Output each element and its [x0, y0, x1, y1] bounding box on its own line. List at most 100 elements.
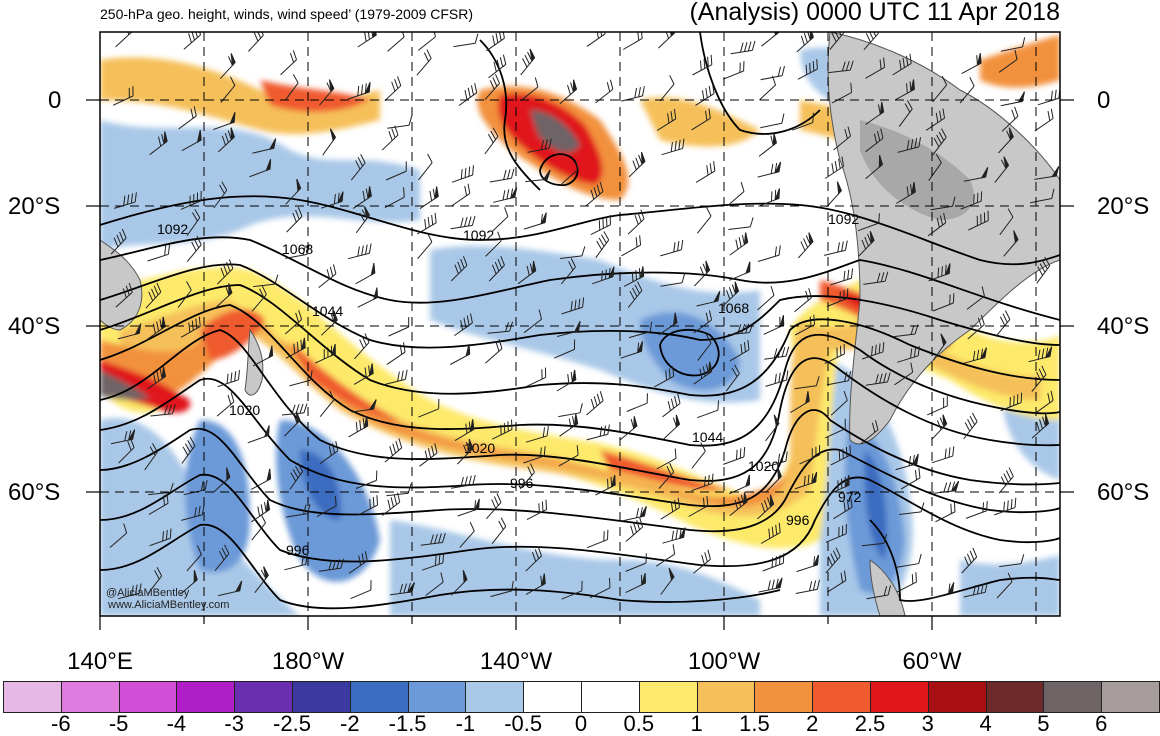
wind-barb	[625, 517, 644, 542]
wind-barb	[453, 33, 479, 48]
wind-barb	[112, 86, 134, 106]
wind-barb	[523, 212, 547, 230]
wind-barb	[691, 442, 706, 469]
wind-barb	[897, 137, 922, 153]
wind-barb	[450, 344, 471, 365]
wind-barb	[523, 309, 542, 334]
wind-barb	[661, 138, 685, 156]
wind-barb	[625, 573, 646, 594]
wind-barb	[354, 333, 370, 360]
wind-barb	[485, 231, 502, 257]
wind-barb	[586, 424, 610, 441]
wind-barb	[253, 274, 279, 288]
valid-time-title: (Analysis) 0000 UTC 11 Apr 2018	[689, 0, 1060, 26]
wind-barb	[897, 345, 920, 363]
wind-barb	[113, 192, 137, 209]
wind-barb	[794, 288, 812, 313]
wind-barb	[794, 376, 820, 390]
wind-barb	[729, 339, 750, 362]
wind-barb	[355, 206, 370, 234]
wind-barb	[660, 273, 686, 287]
lon-label: 140°E	[67, 648, 133, 675]
colorbar-swatch	[176, 681, 236, 713]
wind-barb	[417, 32, 437, 51]
height-contours	[100, 32, 1060, 610]
australia-landmass	[100, 239, 143, 331]
wind-barb	[896, 553, 922, 568]
wind-barb	[758, 188, 780, 207]
wind-barb	[351, 399, 377, 413]
wind-barb	[826, 371, 852, 386]
wind-barb	[865, 57, 886, 79]
wind-barb	[219, 53, 236, 80]
wind-barb	[857, 213, 880, 232]
wind-barb	[386, 342, 406, 365]
wind-barb	[998, 467, 1014, 494]
wind-barb	[180, 316, 201, 338]
wind-barb	[765, 467, 782, 493]
wind-barb	[586, 391, 604, 416]
wind-barb	[556, 369, 577, 392]
wind-barb	[765, 414, 780, 442]
contour-label: 1092	[828, 211, 859, 227]
wind-barb	[357, 495, 378, 516]
wind-barb	[520, 77, 539, 102]
wind-barb	[144, 443, 158, 471]
wind-barb	[696, 291, 721, 307]
wind-barb	[796, 554, 819, 573]
wind-barb	[757, 494, 775, 520]
wind-barb	[764, 346, 790, 360]
wind-barb	[695, 83, 715, 106]
wind-barb	[829, 32, 845, 50]
wind-barb	[691, 108, 711, 131]
wind-barb	[488, 54, 507, 79]
colorbar-swatch	[407, 681, 467, 713]
contour-label: 1044	[312, 303, 343, 319]
wind-barb	[729, 261, 751, 281]
wind-barb	[723, 447, 746, 465]
wind-barb	[622, 506, 647, 522]
wind-barb	[960, 191, 983, 210]
wind-barb	[420, 532, 446, 546]
wind-barb	[148, 493, 169, 515]
wind-barb	[454, 419, 475, 442]
colorbar-tick-label: 1	[690, 711, 703, 736]
wind-barb	[284, 554, 308, 571]
wind-barb	[385, 161, 407, 181]
wind-barb	[963, 582, 988, 598]
wind-barb	[658, 462, 675, 489]
contour-label: 1020	[229, 402, 260, 418]
wind-barb	[758, 577, 783, 593]
colorbar-tick-label: -0.5	[504, 711, 543, 736]
wind-barb	[825, 418, 846, 439]
antarctic-peninsula	[869, 559, 906, 616]
wind-barb	[486, 32, 505, 52]
wind-barb	[560, 246, 586, 259]
wind-barb	[180, 570, 198, 595]
wind-barb	[626, 393, 648, 412]
wind-barb	[663, 414, 681, 440]
wind-barb	[860, 420, 879, 444]
wind-barb	[627, 281, 643, 308]
wind-barb	[760, 113, 785, 129]
wind-barb	[826, 288, 849, 307]
contour-label: 972	[838, 489, 862, 505]
wind-barb	[656, 544, 676, 567]
wind-barb	[147, 244, 171, 262]
wind-barb	[451, 183, 471, 207]
wind-barb	[966, 286, 985, 310]
wind-barb	[1036, 256, 1051, 284]
wind-barb	[110, 228, 127, 255]
wind-barb	[621, 235, 642, 257]
wind-barb	[484, 74, 500, 101]
wind-barb	[488, 255, 505, 282]
colorbar-tick-label: -6	[51, 711, 71, 736]
wind-barb	[519, 463, 535, 490]
wind-barb	[830, 390, 848, 416]
wind-barb	[252, 345, 274, 367]
wind-barb	[900, 467, 921, 490]
wind-barb	[117, 323, 142, 340]
lat-label-left: 40°S	[8, 313, 61, 340]
wind-barb	[525, 573, 546, 595]
